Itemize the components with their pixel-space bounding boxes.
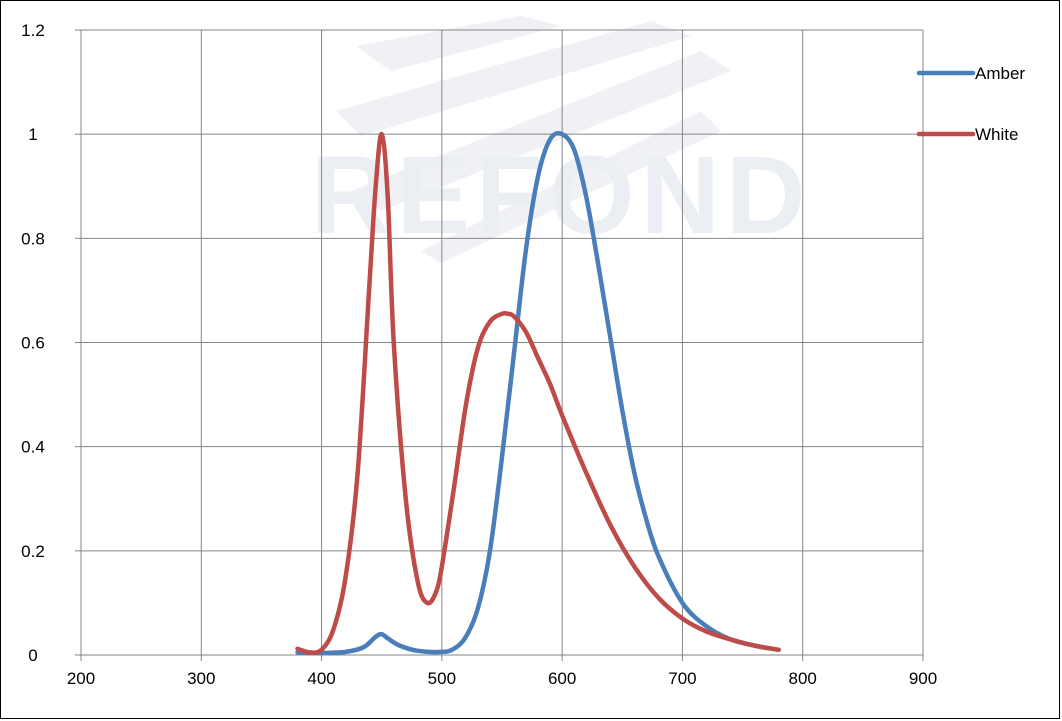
y-tick-label: 0.2 xyxy=(21,542,45,561)
x-tick-label: 700 xyxy=(668,669,696,688)
x-tick-label: 900 xyxy=(909,669,937,688)
legend-label-white: White xyxy=(975,125,1018,144)
y-tick-label: 0.4 xyxy=(21,438,45,457)
x-tick-label: 400 xyxy=(307,669,335,688)
y-tick-label: 0.8 xyxy=(21,229,45,248)
y-tick-label: 1.2 xyxy=(21,21,45,40)
legend-label-amber: Amber xyxy=(975,64,1025,83)
y-tick-label: 0 xyxy=(28,646,37,665)
y-tick-label: 0.6 xyxy=(21,334,45,353)
series-line-white xyxy=(295,131,781,655)
refond-watermark: REFOND xyxy=(311,16,811,263)
x-tick-label: 500 xyxy=(428,669,456,688)
legend: Amber White xyxy=(916,64,1025,144)
grid-lines xyxy=(75,29,924,661)
x-tick-label: 300 xyxy=(187,669,215,688)
x-tick-label: 800 xyxy=(789,669,817,688)
watermark-text: REFOND xyxy=(311,134,811,257)
y-tick-label: 1 xyxy=(28,125,37,144)
series-lines xyxy=(295,130,781,656)
x-tick-label: 200 xyxy=(67,669,95,688)
series-line-amber xyxy=(295,130,781,656)
x-axis-tick-labels: 200 300 400 500 600 700 800 900 xyxy=(67,669,937,688)
x-tick-label: 600 xyxy=(548,669,576,688)
y-axis-tick-labels: 0 0.2 0.4 0.6 0.8 1 1.2 xyxy=(21,21,45,665)
